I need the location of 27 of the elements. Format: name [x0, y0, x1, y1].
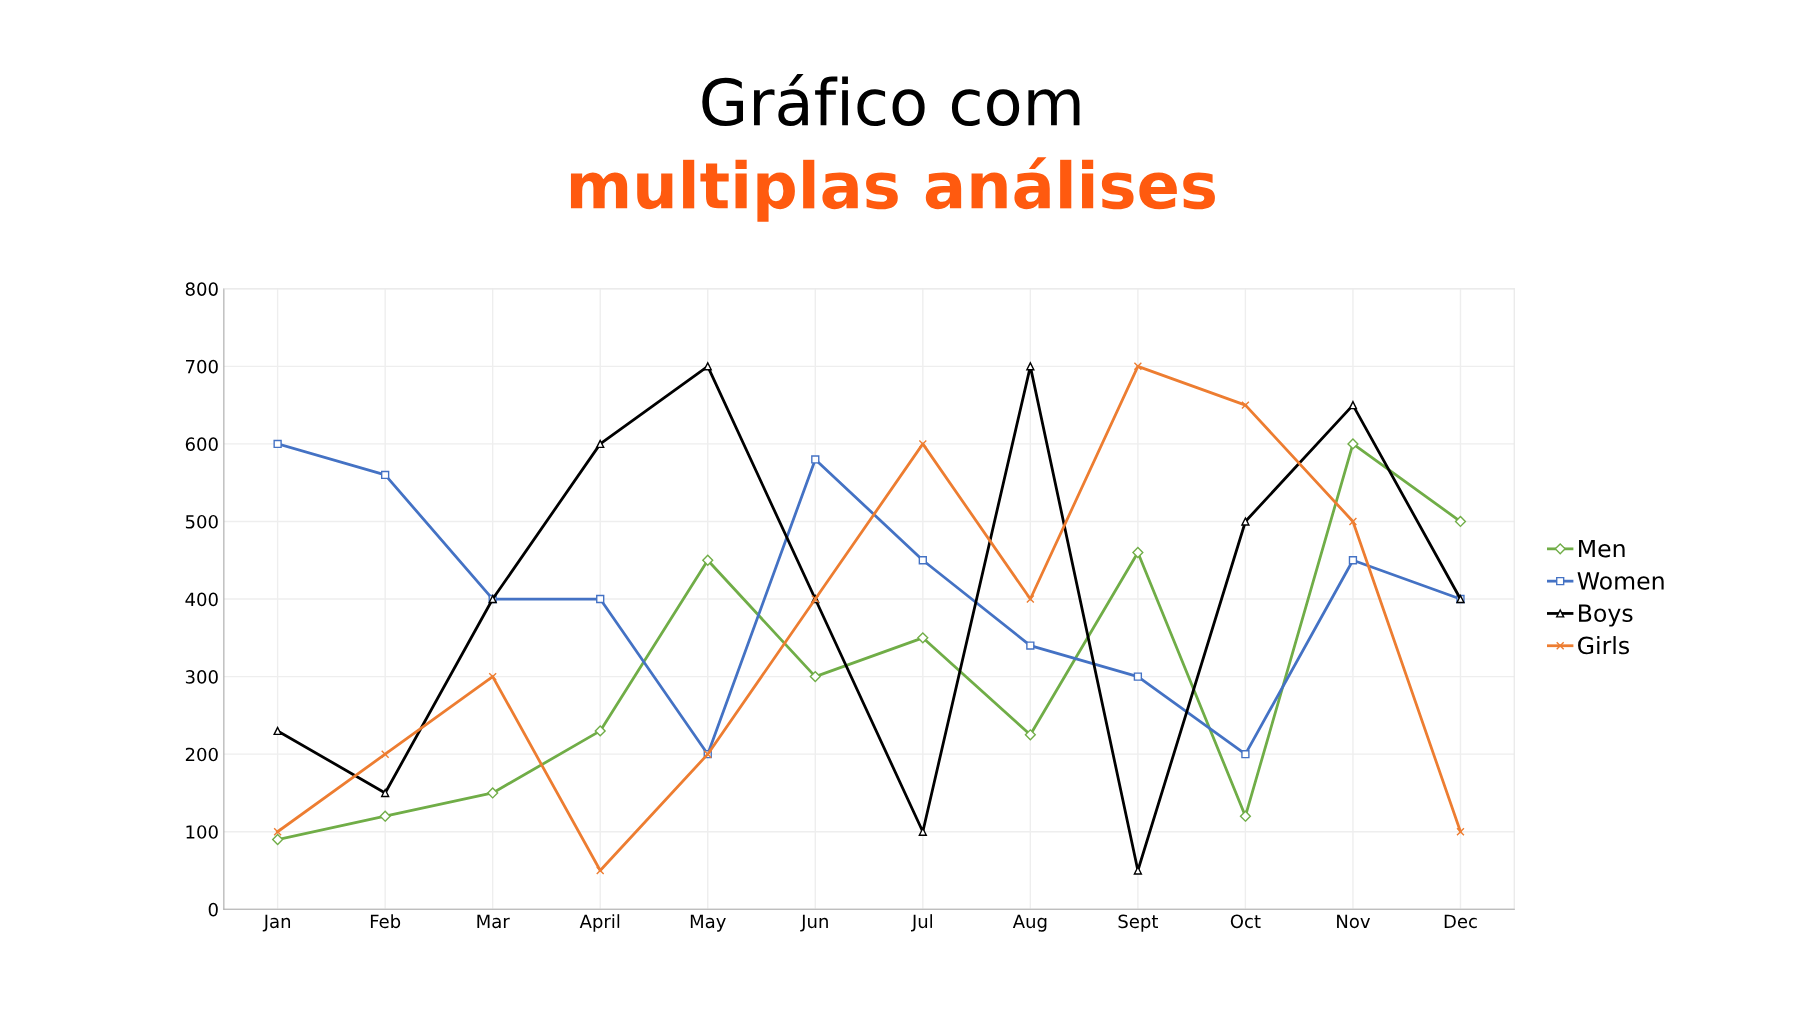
y-tick-label: 700	[186, 359, 218, 374]
chart-subtitle: multiplas análises	[570, 157, 1215, 222]
y-tick-label: 800	[185, 282, 218, 296]
x-tick-label: Feb	[370, 914, 401, 929]
y-tick-label: 300	[185, 670, 218, 684]
x-tick-label: Aug	[1012, 914, 1047, 932]
x-tick-label: Nov	[1337, 914, 1371, 929]
legend-label: Women	[1577, 572, 1664, 590]
y-tick-label: 100	[186, 825, 218, 839]
y-tick-label: 400	[185, 592, 218, 607]
legend-label: Boys	[1579, 604, 1633, 627]
x-tick-label: Jun	[800, 914, 828, 932]
x-tick-label: Mar	[477, 914, 510, 929]
y-tick-label: 200	[185, 747, 218, 762]
y-tick-label: 500	[185, 514, 218, 529]
y-tick-label: 600	[185, 437, 218, 452]
x-tick-label: Oct	[1230, 914, 1261, 929]
x-tick-label: Jan	[262, 914, 291, 932]
x-tick-label: Sept	[1118, 914, 1158, 932]
y-tick-label: 0	[208, 902, 218, 917]
x-tick-label: Jul	[910, 914, 933, 932]
x-tick-label: May	[690, 914, 726, 932]
legend-label: Girls	[1578, 636, 1629, 655]
chart-title: Gráfico com	[702, 74, 1080, 127]
x-tick-label: April	[579, 914, 620, 932]
legend-label: Men	[1579, 539, 1625, 558]
x-tick-label: Dec	[1444, 914, 1477, 929]
